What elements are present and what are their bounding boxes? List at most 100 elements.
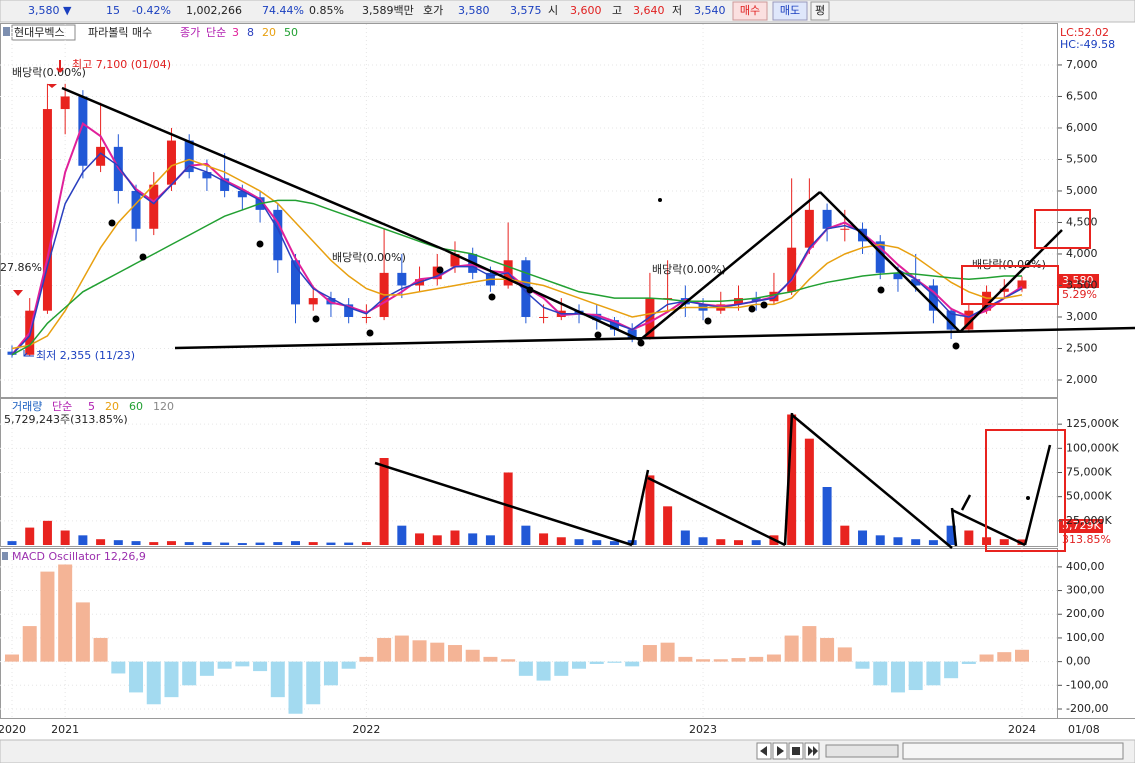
macd-bar (784, 635, 799, 662)
pivot-dot (366, 329, 374, 337)
tool-icons[interactable] (902, 742, 1124, 760)
legend-entry: 5 (88, 400, 95, 413)
quote-high: 3,640 (633, 4, 665, 17)
volume-bar (25, 527, 35, 545)
annotation: 배당락(0.00%) (972, 258, 1046, 271)
macd-bar (554, 661, 569, 676)
buy-button[interactable] (732, 1, 768, 21)
macd-bar (518, 661, 533, 676)
candle-body (893, 272, 903, 280)
y-tick-label: 6,000 (1066, 121, 1098, 134)
prev-glyph (760, 746, 767, 756)
volume-bar (964, 530, 974, 545)
high-arrow (56, 60, 64, 73)
quote-label: 호가 (423, 4, 443, 17)
candle-body (911, 279, 921, 286)
macd-bar (75, 602, 90, 662)
last-volume: 5,729K (1062, 519, 1101, 532)
quote-amount: 3,589백만 (362, 4, 414, 17)
macd-bar (182, 661, 197, 686)
last-volume-change: 313.85% (1062, 533, 1111, 546)
volume-bar (840, 525, 850, 545)
volume-bar (42, 520, 52, 545)
last-change: 5.29% (1062, 288, 1097, 301)
macd-bar (465, 649, 480, 662)
legend-entry: 120 (153, 400, 174, 413)
highlight-box (961, 265, 1059, 305)
volume-bar (875, 535, 885, 545)
macd-bar (394, 635, 409, 662)
candle-body (539, 316, 549, 318)
stock-name[interactable]: 현대무벡스 (14, 26, 65, 39)
y-tick-label: 5,000 (1066, 184, 1098, 197)
macd-bar (129, 661, 144, 693)
legend-prefix: 종가 (180, 26, 200, 39)
macd-bar (253, 661, 268, 672)
y-tick-label: 75,000K (1066, 466, 1112, 479)
macd-bar (607, 661, 622, 663)
volume-bar (503, 472, 513, 545)
avg-button-label[interactable]: 평 (815, 4, 825, 17)
trend-line (783, 412, 794, 546)
macd-bar (802, 626, 817, 662)
volume-bar (78, 535, 88, 545)
candle-body (946, 310, 956, 330)
volume-bar (202, 542, 212, 545)
pivot-dot (526, 286, 534, 294)
quote-ask: 3,580 (458, 4, 490, 17)
macd-bar (164, 661, 179, 698)
candle-body (627, 329, 637, 340)
volume-bar (131, 541, 141, 545)
quote-price: 3,580 ▼ (28, 4, 72, 17)
sell-button[interactable] (772, 1, 808, 21)
volume-bar (822, 487, 832, 545)
macd-bar (1015, 649, 1029, 662)
candle-body (60, 96, 70, 110)
zoom-slider[interactable] (825, 744, 899, 758)
pivot-dot (108, 219, 116, 227)
volume-bar (751, 540, 761, 545)
candle-body (928, 285, 938, 311)
range-label: LC:52.02 (1060, 26, 1109, 39)
candle-body (733, 298, 743, 305)
macd-bar (908, 661, 923, 691)
macd-bar (820, 637, 835, 662)
legend-entry: 3 (232, 26, 239, 39)
volume-bar (60, 530, 70, 545)
y-tick-label: 4,000 (1066, 247, 1098, 260)
y-tick-label: 0,00 (1066, 655, 1091, 668)
buy-button-label[interactable]: 매수 (740, 4, 760, 17)
sell-button-label[interactable]: 매도 (780, 4, 800, 17)
legend-entry: 20 (262, 26, 276, 39)
quote-bid: 3,575 (510, 4, 542, 17)
annotation: 배당락(0.00%) (652, 263, 726, 276)
candle-body (344, 304, 354, 317)
volume-bar (432, 535, 442, 545)
y-tick-label: 2,500 (1066, 341, 1098, 354)
tab-icon (3, 27, 10, 36)
volume-bar (680, 530, 690, 545)
macd-bar (199, 661, 214, 676)
candle-body (1017, 280, 1027, 289)
candle-body (361, 316, 371, 318)
macd-bar (979, 654, 994, 662)
y-tick-label: 6,500 (1066, 89, 1098, 102)
volume-bar (344, 542, 354, 545)
volume-bar (291, 541, 301, 545)
trend-line (951, 508, 1026, 547)
end-glyph (808, 746, 818, 756)
y-tick-label: 3,500 (1066, 278, 1098, 291)
volume-bar (361, 542, 371, 545)
volume-bar (113, 540, 123, 545)
macd-bar (642, 645, 657, 662)
volume-bar (645, 475, 655, 545)
annotation: 최저 2,355 (11/23) (36, 349, 135, 362)
y-tick-label: 7,000 (1066, 58, 1098, 71)
avg-button[interactable] (810, 1, 830, 21)
volume-bar (220, 542, 230, 545)
y-tick-label: 5,500 (1066, 152, 1098, 165)
annotation: 배당락(0.00%) (12, 66, 86, 79)
last-price: 3,580 (1062, 274, 1094, 287)
scroll-glyphs (760, 746, 818, 756)
panel-icon (2, 552, 8, 560)
